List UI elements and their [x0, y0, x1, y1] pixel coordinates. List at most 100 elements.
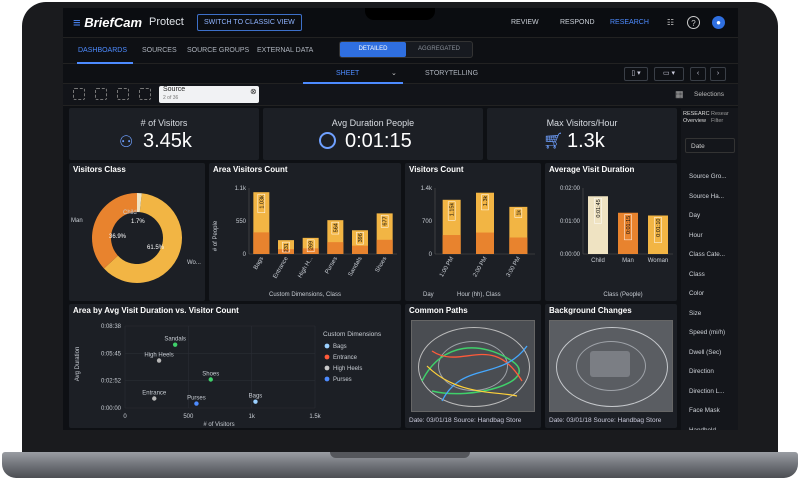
bar-segment[interactable]: [352, 245, 368, 254]
x-tick-label: Entrance: [273, 255, 291, 279]
bar-segment[interactable]: [442, 235, 461, 254]
bar-data-label: 677: [383, 216, 389, 225]
bookmark-icon[interactable]: ▯ ▾: [624, 67, 648, 81]
scatter-point[interactable]: [194, 401, 199, 406]
tab-external-data[interactable]: EXTERNAL DATA: [257, 47, 314, 54]
nav-research[interactable]: RESEARCH: [610, 19, 649, 26]
grid-icon[interactable]: ▦: [675, 89, 684, 99]
donut-slice-child[interactable]: [137, 193, 142, 213]
donut-slice-man[interactable]: [92, 193, 137, 269]
filter-field[interactable]: Size: [689, 309, 702, 317]
y-tick-label: 0:08:38: [101, 324, 122, 330]
x-tick-label: Man: [622, 258, 634, 264]
chevron-down-icon[interactable]: ⌄: [391, 70, 397, 77]
filter-field[interactable]: Face Mask: [689, 407, 720, 414]
scatter-point[interactable]: [172, 342, 178, 347]
bar-data-label: 1k: [516, 210, 522, 216]
source-filter-chip[interactable]: [159, 86, 259, 103]
x-tick-label: 1.5k: [309, 414, 321, 420]
filter-field[interactable]: Handheld ...: [689, 426, 723, 431]
slice-label-child: Child: [123, 210, 137, 216]
clear-tool-icon[interactable]: [139, 88, 151, 100]
bar-data-label: 0:01:10: [656, 219, 662, 237]
tab-dashboards[interactable]: DASHBOARDS: [78, 47, 128, 54]
area-visitors-chart: # of People Custom Dimensions, Class 0 55…: [213, 186, 397, 298]
switch-classic-button[interactable]: SWITCH TO CLASSIC VIEW: [197, 14, 302, 31]
detailed-toggle[interactable]: DETAILED: [340, 42, 406, 57]
filter-field[interactable]: Speed (mi/h): [689, 329, 726, 336]
tab-source-groups[interactable]: SOURCE GROUPS: [187, 47, 250, 54]
background-changes-image[interactable]: [549, 320, 673, 412]
chevron-right-icon[interactable]: ›: [710, 67, 726, 81]
expand-tool-icon[interactable]: [117, 88, 129, 100]
list-icon[interactable]: ☷: [666, 18, 675, 27]
scatter-point[interactable]: [156, 358, 162, 363]
scatter-panel: [69, 304, 401, 428]
bar[interactable]: [588, 196, 608, 254]
filter-field[interactable]: Dwell (Sec): [689, 348, 722, 356]
scatter-point[interactable]: [152, 396, 157, 401]
donut-slice-woman[interactable]: [103, 193, 182, 283]
selections-label[interactable]: Selections: [694, 91, 724, 98]
bar-label-box: [257, 193, 266, 213]
bar[interactable]: [648, 215, 668, 255]
scatter-point[interactable]: [253, 399, 258, 404]
storytelling-tab[interactable]: STORYTELLING: [425, 70, 479, 77]
chevron-left-icon[interactable]: ‹: [690, 67, 706, 81]
bar-segment[interactable]: [376, 239, 393, 254]
background-changes-caption: Date: 03/01/18 Source: Handbag Store: [549, 417, 662, 424]
research-filter-tab[interactable]: Resear Filter: [711, 111, 729, 124]
scatter-point-label: Entrance: [142, 391, 167, 397]
area-visitors-panel: [209, 163, 401, 301]
filter-field[interactable]: Source Ha...: [689, 192, 724, 200]
bar-segment[interactable]: [278, 249, 294, 254]
help-icon[interactable]: ?: [687, 16, 700, 29]
legend-marker: [324, 343, 330, 349]
legend-marker: [324, 365, 330, 371]
zoom-tool-icon[interactable]: [95, 88, 107, 100]
display-icon[interactable]: ▭ ▾: [654, 67, 684, 81]
filter-field[interactable]: Day: [689, 212, 701, 219]
brand-name: BriefCam: [84, 15, 143, 30]
scatter-point[interactable]: [208, 377, 213, 382]
filter-field[interactable]: Class Cate...: [689, 251, 726, 258]
bar-segment[interactable]: [509, 237, 528, 255]
bar[interactable]: [618, 212, 638, 254]
common-paths-image[interactable]: [411, 320, 535, 412]
y-tick-label: 0:02:00: [560, 186, 581, 192]
bar-label-box: [624, 214, 632, 241]
bar-label-box: [654, 217, 662, 243]
bar-segment[interactable]: [302, 248, 319, 254]
nav-respond[interactable]: RESPOND: [560, 19, 595, 26]
nav-review[interactable]: REVIEW: [511, 19, 539, 26]
y-tick-label: 0: [429, 252, 433, 258]
date-select[interactable]: Date: [685, 138, 735, 153]
bar-label-box: [514, 208, 523, 218]
bar-label-box: [356, 231, 364, 245]
aggregated-toggle[interactable]: AGGREGATED: [418, 46, 460, 52]
filter-field[interactable]: Hour: [689, 231, 703, 239]
research-overview-tab[interactable]: RESEARC Overview: [683, 111, 710, 124]
filter-field[interactable]: Class: [689, 270, 705, 278]
bar-data-label: 564: [333, 223, 339, 232]
user-icon[interactable]: ●: [712, 16, 725, 29]
bar-data-label: 1.15k: [450, 203, 456, 217]
close-icon[interactable]: ⊗: [250, 87, 257, 96]
active-tab-indicator: [77, 62, 133, 64]
bar-segment[interactable]: [476, 232, 494, 254]
sheet-tab[interactable]: SHEET: [336, 70, 360, 77]
kpi-card-max-visitors: [487, 108, 677, 160]
filter-field[interactable]: Color: [689, 290, 705, 297]
tab-sources[interactable]: SOURCES: [142, 47, 177, 54]
scatter-ylabel: Avg Duration: [75, 347, 81, 382]
kpi-value: 3.45k: [143, 130, 192, 152]
area-ylabel: # of People: [213, 220, 219, 251]
bar-segment[interactable]: [253, 232, 270, 254]
select-tool-icon[interactable]: [73, 88, 85, 100]
filter-field[interactable]: Source Gro...: [689, 173, 727, 180]
brand-logo[interactable]: ≡ BriefCam: [73, 15, 143, 30]
filter-field[interactable]: Direction L...: [689, 387, 725, 395]
filter-field[interactable]: Direction: [689, 368, 714, 375]
visitors-count-chart: Day Hour (hh), Class 0 700 1.4k 1.15k 1:00 P…: [421, 186, 535, 298]
bar-segment[interactable]: [327, 242, 344, 254]
